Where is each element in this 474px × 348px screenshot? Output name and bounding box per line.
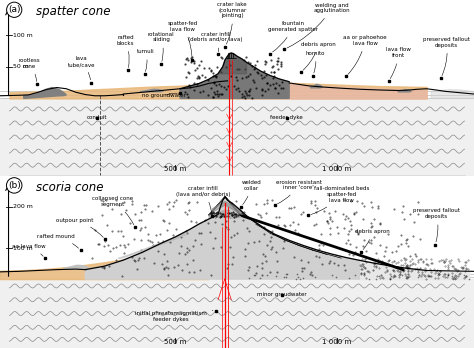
Text: aa lava flow: aa lava flow (12, 244, 45, 256)
Text: rootless
cone: rootless cone (18, 58, 40, 81)
Polygon shape (209, 210, 241, 218)
Text: fall-dominated beds
spatter-fed
lava flow: fall-dominated beds spatter-fed lava flo… (311, 186, 369, 215)
Text: (b): (b) (8, 181, 20, 190)
Polygon shape (212, 201, 242, 214)
Text: crater infill
(debris and/or lava): crater infill (debris and/or lava) (189, 32, 243, 52)
Text: tumuli: tumuli (137, 49, 155, 72)
Polygon shape (85, 197, 427, 279)
Text: lava flow
front: lava flow front (386, 47, 410, 79)
Text: 200 m: 200 m (13, 204, 33, 209)
Text: 100 m: 100 m (13, 33, 33, 38)
Polygon shape (218, 53, 246, 74)
Polygon shape (209, 197, 241, 215)
Text: lava
tube/cave: lava tube/cave (68, 56, 95, 80)
Text: minor groudwater: minor groudwater (257, 292, 307, 297)
Text: feeder dyke: feeder dyke (270, 115, 303, 120)
Text: 500 m: 500 m (164, 166, 187, 172)
Text: fountain
generated spatter: fountain generated spatter (268, 22, 318, 52)
Text: collapsed cone
segment: collapsed cone segment (92, 196, 134, 225)
Text: preserved fallout
deposits: preserved fallout deposits (423, 37, 470, 76)
Text: 100 m: 100 m (13, 246, 33, 251)
Polygon shape (24, 87, 66, 98)
Text: outpour point: outpour point (56, 218, 103, 237)
Text: initial phreatomagmatism
feeder dykes: initial phreatomagmatism feeder dykes (135, 310, 213, 322)
Polygon shape (310, 84, 322, 88)
Text: welding and
agglutination: welding and agglutination (287, 3, 350, 48)
Text: spatter cone: spatter cone (36, 5, 110, 18)
Text: (a): (a) (8, 5, 20, 14)
Text: rotational
sliding: rotational sliding (148, 32, 174, 62)
Polygon shape (180, 53, 289, 98)
Text: hornito: hornito (305, 51, 325, 73)
Text: 1 000 m: 1 000 m (322, 166, 351, 172)
Text: debris apron: debris apron (355, 229, 390, 250)
Text: preserved fallout
deposits: preserved fallout deposits (413, 208, 459, 242)
Polygon shape (431, 90, 474, 98)
Text: debris apron: debris apron (301, 42, 336, 70)
Text: rafted mound: rafted mound (37, 234, 79, 248)
Polygon shape (118, 233, 187, 259)
Text: erosion resistant
inner 'core': erosion resistant inner 'core' (276, 180, 321, 204)
Text: crater infill
(lava and/or debris): crater infill (lava and/or debris) (176, 186, 230, 213)
Text: 500 m: 500 m (164, 339, 187, 345)
Text: welded
collar: welded collar (241, 180, 261, 205)
Text: conduit: conduit (87, 115, 108, 120)
Polygon shape (64, 265, 89, 269)
Text: no groundwater: no groundwater (142, 93, 185, 98)
Text: spatter-fed
lava flow: spatter-fed lava flow (167, 21, 198, 57)
Text: 1 000 m: 1 000 m (322, 339, 351, 345)
Text: rafted
blocks: rafted blocks (117, 35, 134, 68)
Polygon shape (398, 90, 411, 92)
Text: crater lake
(columnar
jointing): crater lake (columnar jointing) (218, 2, 247, 44)
Text: scoria cone: scoria cone (36, 181, 103, 194)
Text: 50 m: 50 m (13, 64, 28, 69)
Polygon shape (140, 89, 164, 92)
Text: aa or pahoehoe
lava flow: aa or pahoehoe lava flow (343, 35, 387, 74)
